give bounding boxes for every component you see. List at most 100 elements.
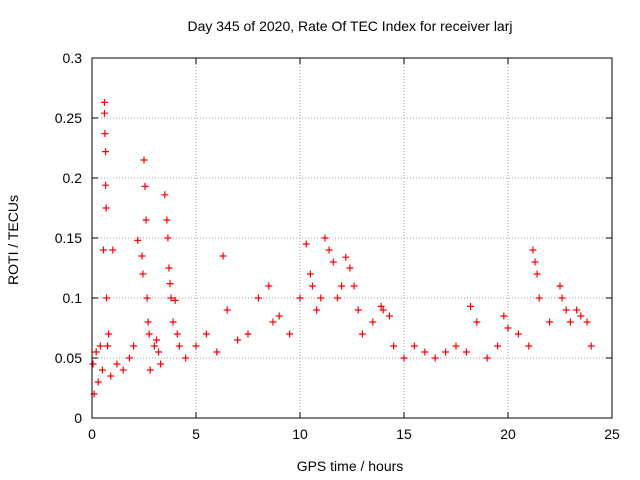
data-point xyxy=(265,282,273,290)
data-point xyxy=(546,318,554,326)
data-point xyxy=(164,234,172,242)
data-point xyxy=(141,182,149,190)
data-point xyxy=(452,342,460,350)
data-point xyxy=(145,330,153,338)
data-point xyxy=(377,302,385,310)
data-point xyxy=(173,330,181,338)
data-point xyxy=(98,366,106,374)
x-axis-label: GPS time / hours xyxy=(297,458,404,474)
data-point xyxy=(369,318,377,326)
data-point xyxy=(333,294,341,302)
data-point xyxy=(143,294,151,302)
data-point xyxy=(100,98,108,106)
data-point xyxy=(254,294,262,302)
data-point xyxy=(529,246,537,254)
data-point xyxy=(302,240,310,248)
x-tick-label: 25 xyxy=(604,426,620,442)
data-point xyxy=(130,342,138,350)
data-point xyxy=(462,348,470,356)
y-tick-label: 0.3 xyxy=(63,50,83,66)
data-point xyxy=(150,342,158,350)
y-tick-labels: 0 0.05 0.1 0.15 0.2 0.25 0.3 xyxy=(55,50,82,426)
data-point xyxy=(473,318,481,326)
data-point xyxy=(566,318,574,326)
data-point xyxy=(275,312,283,320)
data-point xyxy=(138,252,146,260)
data-point xyxy=(350,282,358,290)
data-point xyxy=(175,342,183,350)
data-point xyxy=(157,360,165,368)
data-point xyxy=(103,294,111,302)
data-point xyxy=(321,234,329,242)
data-point xyxy=(125,354,133,362)
data-point xyxy=(119,366,127,374)
data-point xyxy=(89,360,97,368)
chart-title: Day 345 of 2020, Rate Of TEC Index for r… xyxy=(187,18,512,34)
data-point xyxy=(140,156,148,164)
data-point xyxy=(102,204,110,212)
data-point xyxy=(390,342,398,350)
data-point xyxy=(102,181,110,189)
data-point xyxy=(182,354,190,362)
data-point xyxy=(134,236,142,244)
data-point xyxy=(583,318,591,326)
data-point xyxy=(306,270,314,278)
data-point xyxy=(269,318,277,326)
data-point xyxy=(556,282,564,290)
data-point xyxy=(102,148,110,156)
data-point xyxy=(142,216,150,224)
data-point xyxy=(562,306,570,314)
data-point xyxy=(107,372,115,380)
data-point xyxy=(587,342,595,350)
y-tick-label: 0 xyxy=(74,410,82,426)
data-point xyxy=(421,348,429,356)
data-point xyxy=(346,264,354,272)
data-point xyxy=(431,354,439,362)
data-point xyxy=(535,294,543,302)
data-point xyxy=(533,270,541,278)
data-point xyxy=(494,342,502,350)
data-point xyxy=(504,324,512,332)
data-point xyxy=(161,191,169,199)
data-point xyxy=(400,354,408,362)
x-tick-label: 20 xyxy=(500,426,516,442)
x-tick-labels: 0 5 10 15 20 25 xyxy=(88,426,620,442)
data-point xyxy=(358,330,366,338)
data-point xyxy=(338,282,346,290)
data-point xyxy=(113,360,121,368)
data-point xyxy=(219,252,227,260)
data-point xyxy=(202,330,210,338)
data-point xyxy=(500,312,508,320)
data-point xyxy=(101,130,109,138)
data-point xyxy=(442,348,450,356)
data-point xyxy=(92,348,100,356)
x-tick-label: 0 xyxy=(88,426,96,442)
data-point xyxy=(96,342,104,350)
data-point xyxy=(329,258,337,266)
data-point xyxy=(109,246,117,254)
y-tick-label: 0.15 xyxy=(55,230,82,246)
data-point xyxy=(244,330,252,338)
data-point xyxy=(104,342,112,350)
data-point xyxy=(573,306,581,314)
y-axis-label: ROTI / TECUs xyxy=(5,195,21,285)
data-point xyxy=(379,306,387,314)
data-point xyxy=(144,318,152,326)
data-point xyxy=(234,336,242,344)
data-point xyxy=(558,294,566,302)
data-point xyxy=(531,258,539,266)
y-tick-label: 0.05 xyxy=(55,350,82,366)
x-tick-label: 15 xyxy=(396,426,412,442)
tick-layer xyxy=(91,57,613,419)
y-tick-label: 0.2 xyxy=(63,170,83,186)
data-point xyxy=(139,270,147,278)
points-layer xyxy=(89,98,595,398)
y-tick-label: 0.25 xyxy=(55,110,82,126)
data-point xyxy=(94,378,102,386)
data-point xyxy=(286,330,294,338)
data-point xyxy=(169,318,177,326)
data-point xyxy=(385,312,393,320)
data-point xyxy=(354,306,362,314)
data-point xyxy=(483,354,491,362)
